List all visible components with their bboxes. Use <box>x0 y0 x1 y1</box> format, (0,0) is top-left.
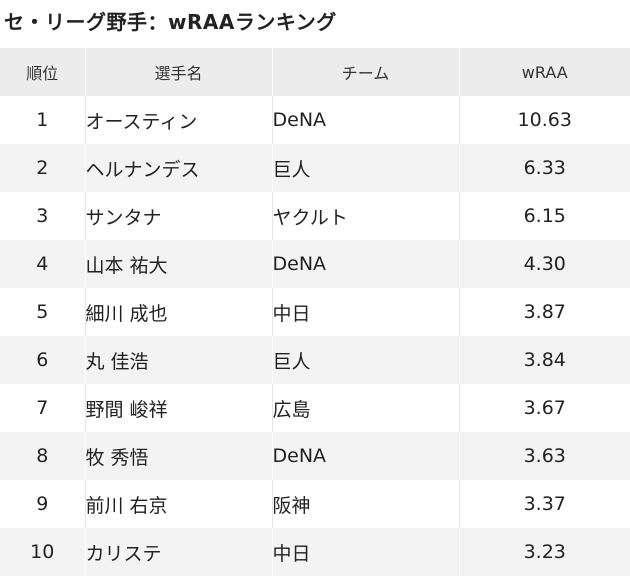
table-row: 7 野間 峻祥 広島 3.67 <box>0 384 630 432</box>
column-header-rank: 順位 <box>0 48 86 96</box>
wraa-cell: 3.37 <box>459 480 630 528</box>
team-cell: 巨人 <box>272 336 460 384</box>
team-cell: 中日 <box>272 528 460 576</box>
table-row: 9 前川 右京 阪神 3.37 <box>0 480 630 528</box>
rank-cell: 10 <box>0 528 86 576</box>
wraa-cell: 10.63 <box>459 96 630 144</box>
column-header-team: チーム <box>272 48 460 96</box>
rank-cell: 4 <box>0 240 86 288</box>
wraa-cell: 4.30 <box>459 240 630 288</box>
wraa-cell: 3.23 <box>459 528 630 576</box>
wraa-cell: 6.15 <box>459 192 630 240</box>
rank-cell: 3 <box>0 192 86 240</box>
table-row: 6 丸 佳浩 巨人 3.84 <box>0 336 630 384</box>
player-name-cell: 前川 右京 <box>85 480 273 528</box>
table-row: 3 サンタナ ヤクルト 6.15 <box>0 192 630 240</box>
player-name-cell: 山本 祐大 <box>85 240 273 288</box>
player-name-cell: オースティン <box>85 96 273 144</box>
player-name-cell: サンタナ <box>85 192 273 240</box>
table-header-row: 順位 選手名 チーム wRAA <box>0 48 630 96</box>
player-name-cell: カリステ <box>85 528 273 576</box>
table-row: 5 細川 成也 中日 3.87 <box>0 288 630 336</box>
team-cell: DeNA <box>272 96 460 144</box>
player-name-cell: 野間 峻祥 <box>85 384 273 432</box>
rank-cell: 5 <box>0 288 86 336</box>
wraa-cell: 3.67 <box>459 384 630 432</box>
player-name-cell: 丸 佳浩 <box>85 336 273 384</box>
column-header-player: 選手名 <box>85 48 273 96</box>
table-row: 10 カリステ 中日 3.23 <box>0 528 630 576</box>
rank-cell: 1 <box>0 96 86 144</box>
team-cell: DeNA <box>272 432 460 480</box>
rank-cell: 7 <box>0 384 86 432</box>
team-cell: 巨人 <box>272 144 460 192</box>
player-name-cell: 牧 秀悟 <box>85 432 273 480</box>
column-header-wraa: wRAA <box>459 48 630 96</box>
team-cell: 阪神 <box>272 480 460 528</box>
player-name-cell: ヘルナンデス <box>85 144 273 192</box>
rank-cell: 6 <box>0 336 86 384</box>
table-row: 8 牧 秀悟 DeNA 3.63 <box>0 432 630 480</box>
team-cell: 中日 <box>272 288 460 336</box>
table-row: 2 ヘルナンデス 巨人 6.33 <box>0 144 630 192</box>
table-row: 1 オースティン DeNA 10.63 <box>0 96 630 144</box>
team-cell: 広島 <box>272 384 460 432</box>
page-title: セ・リーグ野手：wRAAランキング <box>4 10 337 34</box>
rank-cell: 9 <box>0 480 86 528</box>
wraa-cell: 6.33 <box>459 144 630 192</box>
rank-cell: 2 <box>0 144 86 192</box>
rank-cell: 8 <box>0 432 86 480</box>
team-cell: ヤクルト <box>272 192 460 240</box>
ranking-table: 順位 選手名 チーム wRAA 1 オースティン DeNA 10.63 2 ヘル… <box>0 48 630 576</box>
player-name-cell: 細川 成也 <box>85 288 273 336</box>
table-row: 4 山本 祐大 DeNA 4.30 <box>0 240 630 288</box>
wraa-cell: 3.84 <box>459 336 630 384</box>
wraa-cell: 3.87 <box>459 288 630 336</box>
team-cell: DeNA <box>272 240 460 288</box>
wraa-cell: 3.63 <box>459 432 630 480</box>
